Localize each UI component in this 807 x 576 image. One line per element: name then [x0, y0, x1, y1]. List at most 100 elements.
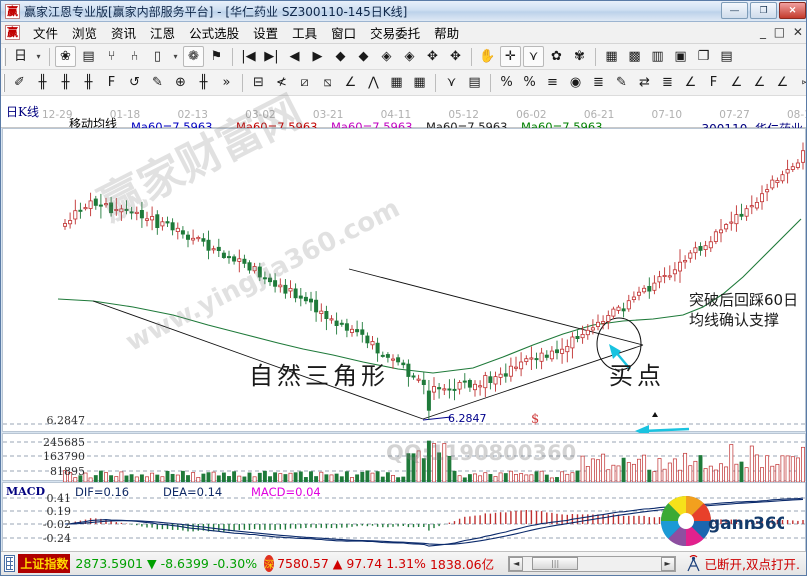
- menu-item-江恩[interactable]: 江恩: [150, 26, 176, 41]
- brain-icon[interactable]: ✾: [574, 49, 585, 64]
- first-page-icon[interactable]: |◀: [241, 49, 256, 64]
- box-fan-icon[interactable]: ⧅: [323, 75, 332, 90]
- gold-lines-icon[interactable]: ≣: [593, 75, 604, 90]
- pen-icon[interactable]: ✐: [14, 75, 25, 90]
- gann-gold-1-icon[interactable]: ╫: [61, 75, 70, 90]
- maximize-button[interactable]: ❐: [750, 2, 777, 19]
- box-frame-icon[interactable]: ⊟: [253, 75, 264, 90]
- grid-net-2-icon[interactable]: ▦: [413, 75, 426, 90]
- menu-item-工具[interactable]: 工具: [292, 26, 318, 41]
- menu-item-资讯[interactable]: 资讯: [111, 26, 137, 41]
- grid-view-icon[interactable]: [4, 555, 16, 572]
- circle-cross-icon[interactable]: ⊕: [175, 75, 186, 90]
- four-lines-icon[interactable]: ⑅: [795, 72, 806, 93]
- shift-left-icon[interactable]: ◆: [335, 49, 346, 64]
- crosshair-icon[interactable]: ✛: [500, 46, 521, 67]
- volume-chart-pane[interactable]: 245685 163790 81895: [2, 433, 806, 482]
- gold-circle-icon[interactable]: ◉: [569, 75, 582, 90]
- candle-body: [226, 256, 231, 259]
- shift-right-icon[interactable]: ◆: [358, 49, 369, 64]
- draw-curve-icon[interactable]: ⋎: [523, 46, 544, 67]
- menu-item-浏览[interactable]: 浏览: [72, 26, 98, 41]
- prev-icon[interactable]: ◀: [289, 49, 300, 64]
- fibonacci-f-icon[interactable]: F: [107, 75, 116, 90]
- chart-9-icon[interactable]: ⑃: [130, 49, 139, 64]
- percent-fan-icon[interactable]: %: [500, 75, 513, 90]
- candle-body: [575, 335, 580, 339]
- gann-gold-2-icon[interactable]: ╫: [84, 75, 93, 90]
- box-diag-icon[interactable]: ⧄: [300, 75, 309, 90]
- candle-icon[interactable]: ▯: [153, 49, 162, 64]
- grid-net-icon[interactable]: ▦: [390, 75, 403, 90]
- index-name-badge[interactable]: 上证指数: [18, 554, 71, 573]
- chevron-down-icon-2[interactable]: ▾: [173, 51, 178, 61]
- volume-bar: [350, 477, 354, 482]
- close-button[interactable]: ✕: [779, 2, 806, 19]
- arrow-lines-icon[interactable]: ⇄: [639, 75, 650, 90]
- menu-item-设置[interactable]: 设置: [253, 26, 279, 41]
- scroll-right-button[interactable]: ►: [660, 556, 675, 571]
- scroll-thumb[interactable]: |||: [532, 557, 579, 570]
- menu-item-文件[interactable]: 文件: [33, 26, 59, 41]
- last-page-icon[interactable]: ▶|: [264, 49, 279, 64]
- volume-bar: [78, 475, 83, 482]
- percent-icon[interactable]: %: [523, 75, 536, 90]
- globe-network-icon[interactable]: ❀: [55, 46, 76, 67]
- second-index-icon[interactable]: 深: [264, 555, 275, 572]
- wave-icon[interactable]: ⋎: [446, 75, 457, 90]
- volume-bar: [211, 471, 216, 482]
- menu-item-窗口[interactable]: 窗口: [331, 26, 357, 41]
- cycle-icon[interactable]: ❁: [183, 46, 204, 67]
- calculator-icon[interactable]: ▩: [628, 49, 641, 64]
- f-lines-icon[interactable]: F: [709, 75, 718, 90]
- calendar-period-icon[interactable]: 日: [13, 49, 27, 64]
- notes-icon[interactable]: ▥: [651, 49, 664, 64]
- pen-gold-icon[interactable]: ✎: [616, 75, 627, 90]
- horizontal-scrollbar[interactable]: ◄ ||| ►: [508, 555, 676, 572]
- spiral-icon[interactable]: ↺: [129, 75, 140, 90]
- red-angle-icon[interactable]: ∠: [776, 75, 789, 90]
- grid-icon[interactable]: ╫: [199, 75, 208, 90]
- menu-item-帮助[interactable]: 帮助: [434, 26, 460, 41]
- pct-lines-icon[interactable]: ≡: [547, 75, 558, 90]
- copy-icon[interactable]: ❐: [697, 49, 710, 64]
- price-chart-pane[interactable]: 6.2847 6.2847 $: [2, 128, 806, 433]
- flag-icon[interactable]: ⚑: [210, 49, 223, 64]
- next-icon[interactable]: ▶: [312, 49, 323, 64]
- mdi-window-controls[interactable]: _ □ ✕: [759, 25, 805, 39]
- calendar-21-icon[interactable]: ▦: [605, 49, 618, 64]
- more-tools-icon[interactable]: »: [222, 75, 231, 90]
- ruler-icon[interactable]: ▤: [468, 75, 481, 90]
- minimize-button[interactable]: —: [721, 2, 748, 19]
- scroll-left-button[interactable]: ◄: [509, 556, 524, 571]
- menu-item-公式选股[interactable]: 公式选股: [189, 26, 240, 41]
- expand-icon[interactable]: ✥: [427, 49, 438, 64]
- macd-chart-pane[interactable]: MACD DIF=0.16 DEA=0.14 MACD=0.04 0.41 0.…: [2, 482, 806, 552]
- speed-lines-icon[interactable]: ∠: [753, 75, 766, 90]
- zigzag-icon[interactable]: ⋀: [368, 75, 379, 90]
- zoom-out-icon[interactable]: ◈: [404, 49, 415, 64]
- save-icon[interactable]: ▣: [674, 49, 687, 64]
- toolbar-grip-2[interactable]: [3, 73, 5, 92]
- angle-red-icon[interactable]: ∠: [684, 75, 697, 90]
- contract-icon[interactable]: ✥: [450, 49, 461, 64]
- angle-icon[interactable]: ∠: [344, 75, 357, 90]
- grid-lines-icon[interactable]: ╫: [38, 75, 47, 90]
- toolbar-grip[interactable]: [3, 47, 6, 66]
- chart-3-icon[interactable]: ⑂: [107, 49, 116, 64]
- zoom-in-icon[interactable]: ◈: [381, 49, 392, 64]
- chevron-down-icon[interactable]: ▾: [36, 51, 41, 61]
- connection-status[interactable]: 已断开,双点打开.: [686, 554, 800, 573]
- hand-tool-icon[interactable]: ✋: [479, 49, 496, 64]
- candle-body: [519, 361, 524, 370]
- pen-line-icon[interactable]: ✎: [152, 75, 163, 90]
- print-icon[interactable]: ▤: [720, 49, 733, 64]
- flower-icon[interactable]: ✿: [551, 49, 562, 64]
- gold-angle-icon[interactable]: ∠: [730, 75, 743, 90]
- candle-body: [329, 318, 334, 321]
- document-icon[interactable]: ▤: [82, 49, 95, 64]
- menu-item-交易委托[interactable]: 交易委托: [370, 26, 421, 41]
- gold-bar-icon[interactable]: ≣: [662, 75, 673, 90]
- candle-body: [191, 237, 196, 241]
- fan-lines-icon[interactable]: ≮: [276, 75, 287, 90]
